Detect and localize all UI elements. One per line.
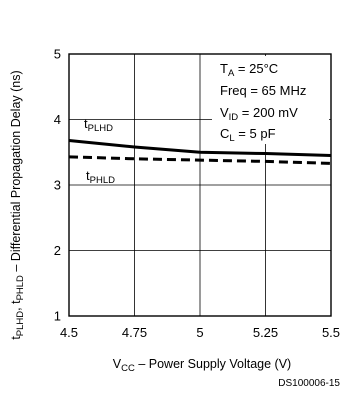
plot-frame [68, 53, 332, 317]
series-label-tPLHD: tPLHD [84, 116, 113, 134]
y-axis-title: tPLHD, tPHLD – Differential Propagation … [9, 70, 26, 339]
y-tick-label: 2 [54, 243, 61, 258]
x-tick-label: 4.5 [60, 325, 78, 340]
x-axis-title: VCC – Power Supply Voltage (V) [113, 357, 291, 374]
series-line-tPLHD [68, 138, 332, 158]
series-line-tPHLD [68, 155, 332, 165]
x-tick-label: 5.5 [322, 325, 340, 340]
x-tick-label: 5.25 [253, 325, 278, 340]
condition-line: VID = 200 mV [220, 105, 298, 123]
y-tick-label: 1 [54, 309, 61, 324]
x-tick-label: 5 [196, 325, 203, 340]
condition-line: CL = 5 pF [220, 126, 276, 144]
conditions-box [212, 56, 329, 144]
x-tick-label: 4.75 [122, 325, 147, 340]
figure-code: DS100006-15 [278, 378, 340, 389]
condition-line: Freq = 65 MHz [220, 83, 306, 98]
series-label-tPHLD: tPHLD [86, 168, 115, 186]
y-tick-label: 3 [54, 178, 61, 193]
y-tick-label: 5 [54, 47, 61, 62]
condition-line: TA = 25°C [220, 61, 278, 79]
y-tick-label: 4 [54, 112, 61, 127]
